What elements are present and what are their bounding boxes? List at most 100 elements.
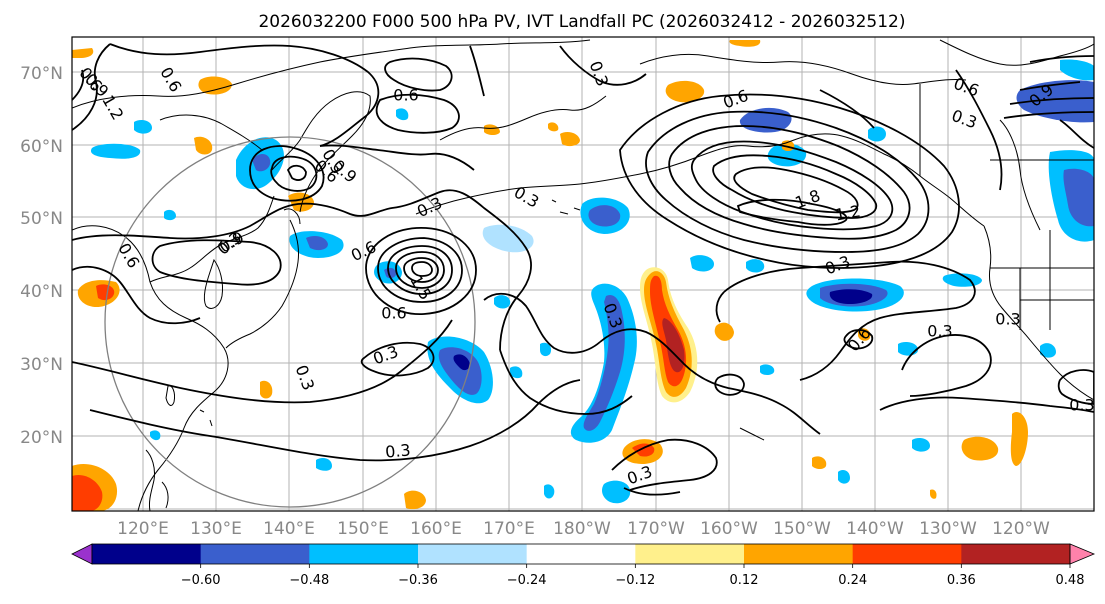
contour-line	[1003, 81, 1094, 119]
shade-negative-region	[588, 205, 621, 227]
colorbar-segment	[852, 544, 962, 564]
contour-line	[72, 69, 85, 101]
contour-line	[387, 245, 453, 295]
contour-line	[715, 291, 725, 323]
shade-negative-region	[316, 458, 332, 471]
contour-line	[645, 110, 930, 253]
coastline-alaska	[699, 133, 985, 227]
contour-label: 0.6	[381, 304, 406, 323]
lon-label: 160°W	[700, 519, 758, 539]
lon-label: 130°E	[190, 519, 242, 539]
pv-contours	[72, 43, 1094, 496]
contour-line	[249, 145, 325, 202]
lat-label: 40°N	[20, 282, 63, 302]
colorbar-tick-label: −0.36	[398, 573, 438, 588]
lon-label: 180°W	[553, 519, 611, 539]
coastline-islands	[551, 199, 581, 215]
contour-line	[1059, 119, 1094, 149]
colorbar-segment	[92, 544, 202, 564]
coastline-chukotka	[439, 95, 607, 141]
contour-line	[901, 334, 992, 397]
lat-label: 20°N	[20, 428, 63, 448]
colorbar-tick-label: 0.24	[838, 573, 867, 588]
shade-negative-region	[453, 354, 470, 371]
shade-negative-region	[482, 224, 534, 253]
shade-negative-region	[150, 430, 161, 441]
contour-label: 0.3	[384, 440, 411, 461]
shade-negative-region	[306, 236, 328, 251]
contour-label: 0.3	[995, 310, 1020, 329]
colorbar-tick-label: −0.12	[615, 573, 655, 588]
shade-positive-region	[632, 443, 655, 457]
lon-label: 120°E	[117, 519, 169, 539]
contour-line	[559, 45, 647, 86]
coastline-hawaii	[739, 427, 765, 441]
shade-positive-region	[560, 132, 580, 147]
lat-label: 60°N	[20, 137, 63, 157]
colorbar-tick-label: 0.12	[730, 573, 759, 588]
colorbar-tick-label: 0.36	[947, 573, 976, 588]
shade-positive-region	[72, 48, 94, 58]
contour-line	[365, 227, 477, 315]
coastline-aleutians	[415, 155, 701, 215]
contour-label: 0.3	[1069, 396, 1094, 415]
coastline-alaska	[639, 53, 967, 85]
lon-label: 150°E	[337, 519, 389, 539]
contour-line	[668, 125, 911, 240]
coastline-japan	[225, 219, 299, 349]
colorbar-tick-label: 0.48	[1056, 573, 1085, 588]
border-province	[999, 119, 1041, 231]
contour-line	[736, 198, 848, 226]
shade-negative-region	[690, 255, 714, 272]
shade-negative-region	[384, 267, 396, 279]
contour-line	[879, 396, 1094, 413]
contour-line	[499, 349, 633, 415]
contour-line	[723, 260, 976, 381]
shade-negative-region	[1040, 343, 1056, 358]
pv-shading	[72, 40, 1094, 511]
shade-positive-region	[1010, 412, 1028, 466]
contour-line	[819, 89, 875, 129]
shade-negative-region	[583, 294, 625, 431]
map-panel: 0.60.91.2 0.60.30.60.30.30.60.30.6 0.91.81…	[71, 36, 1095, 512]
contour-line	[623, 487, 681, 496]
colorbar-segment	[200, 544, 310, 564]
coastline-asia	[72, 225, 229, 511]
shade-positive-region	[194, 136, 213, 155]
lon-label: 160°E	[410, 519, 462, 539]
colorbar-segment	[635, 544, 745, 564]
contour-line	[72, 265, 201, 325]
coastline-asia	[149, 195, 275, 283]
contour-line	[599, 328, 821, 435]
contour-line	[377, 237, 463, 303]
coastline-japan	[283, 208, 301, 225]
contour-line	[843, 329, 874, 350]
coastline-islands	[199, 409, 213, 427]
contour-line	[733, 166, 859, 214]
colorbar: −0.60 −0.48 −0.36 −0.24 −0.12 0.12 0.24 0.36 0.4…	[71, 543, 1096, 588]
shade-positive-region	[812, 456, 827, 469]
contour-label: 1.2	[834, 201, 862, 224]
lon-label: 140°W	[846, 519, 904, 539]
lon-label: 170°E	[483, 519, 535, 539]
shade-negative-region	[396, 108, 409, 121]
colorbar-frame	[91, 543, 1071, 565]
lon-label: 120°W	[992, 519, 1050, 539]
shade-positive-region	[930, 489, 937, 499]
shade-positive-region	[484, 124, 500, 135]
contour-line	[72, 43, 111, 131]
shade-negative-region	[868, 126, 886, 142]
coastline-siberia	[72, 39, 591, 109]
lon-label: 170°W	[627, 519, 685, 539]
shade-positive-region	[714, 322, 734, 341]
shade-negative-region	[510, 366, 523, 379]
lon-label: 150°W	[773, 519, 831, 539]
colorbar-tick-label: −0.48	[289, 573, 329, 588]
colorbar-segment	[418, 544, 528, 564]
colorbar-segment	[309, 544, 419, 564]
contour-line	[72, 319, 453, 404]
shade-negative-region	[1063, 168, 1094, 227]
contour-line	[72, 189, 532, 351]
contour-line	[109, 43, 380, 147]
